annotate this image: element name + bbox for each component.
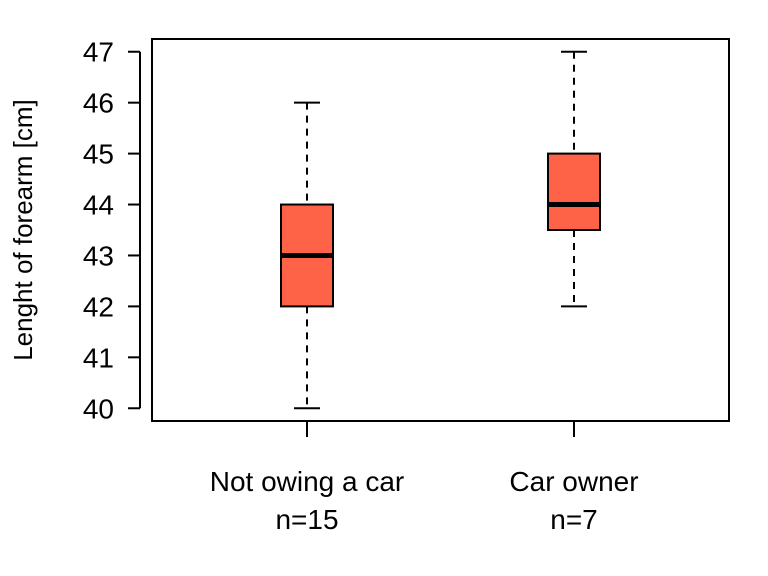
y-tick-label: 42: [83, 291, 114, 322]
y-axis: 40 41 42 43 44 45 46 47: [83, 37, 141, 424]
y-tick-label: 46: [83, 88, 114, 119]
iqr-box: [547, 152, 601, 232]
x-sample-size-label: n=15: [275, 504, 338, 535]
y-tick-label: 44: [83, 190, 114, 221]
box-group: [280, 101, 334, 410]
x-category-label: Car owner: [509, 466, 638, 497]
x-sample-size-label: n=7: [550, 504, 598, 535]
y-tick-label: 41: [83, 342, 114, 373]
y-tick-label: 40: [83, 393, 114, 424]
box-series: [280, 50, 601, 410]
x-axis: Not owing a car n=15 Car owner n=7: [210, 421, 639, 535]
y-tick-label: 43: [83, 240, 114, 271]
y-tick-label: 45: [83, 139, 114, 170]
y-axis-title: Lenght of forearm [cm]: [8, 99, 38, 361]
y-tick-label: 47: [83, 37, 114, 68]
x-category-label: Not owing a car: [210, 466, 405, 497]
box-group: [547, 50, 601, 308]
plot-frame: [151, 38, 730, 422]
